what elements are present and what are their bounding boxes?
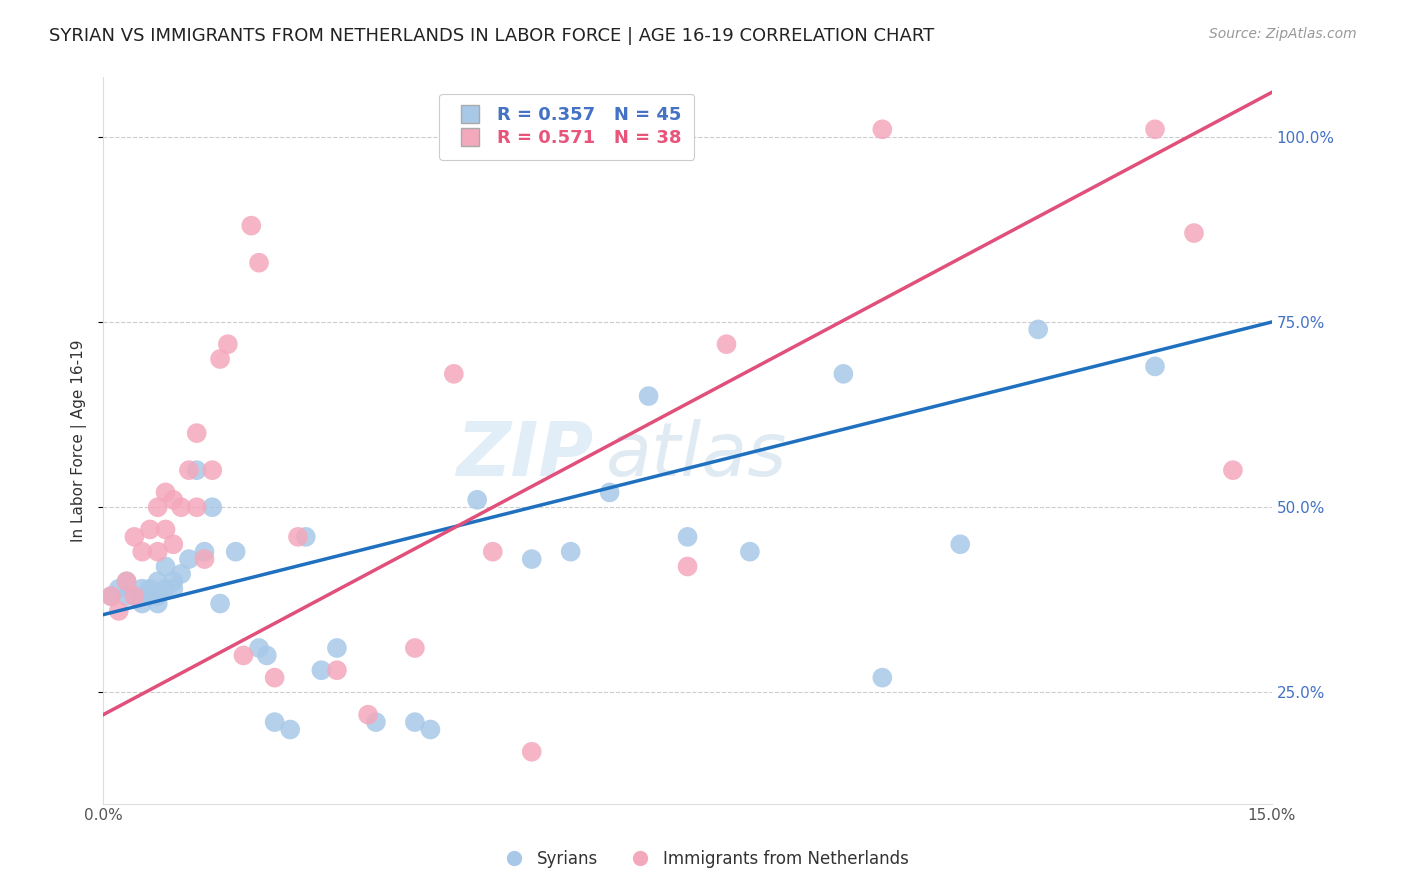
Point (186, 463, 208, 477)
Legend: R = 0.357   N = 45, R = 0.571   N = 38: R = 0.357 N = 45, R = 0.571 N = 38 (440, 94, 695, 160)
Point (949, 537, 972, 551)
Point (1182, 226, 1205, 240)
Point (124, 589, 146, 603)
Point (201, 500, 224, 515)
Point (294, 530, 316, 544)
Point (162, 537, 184, 551)
Point (256, 648, 278, 663)
Point (560, 544, 582, 558)
Text: ZIP: ZIP (457, 418, 595, 491)
Point (364, 715, 387, 730)
Point (177, 552, 200, 566)
Point (217, 337, 239, 351)
Point (162, 492, 184, 507)
Point (738, 544, 761, 558)
Point (186, 426, 208, 441)
Point (146, 597, 169, 611)
Point (155, 559, 177, 574)
Text: SYRIAN VS IMMIGRANTS FROM NETHERLANDS IN LABOR FORCE | AGE 16-19 CORRELATION CHA: SYRIAN VS IMMIGRANTS FROM NETHERLANDS IN… (49, 27, 935, 45)
Point (177, 463, 200, 477)
Point (193, 544, 215, 558)
Point (131, 544, 153, 558)
Point (599, 485, 621, 500)
Point (162, 582, 184, 596)
Point (240, 219, 263, 233)
Point (124, 530, 146, 544)
Point (404, 715, 426, 730)
Point (139, 582, 162, 596)
Point (107, 604, 129, 618)
Y-axis label: In Labor Force | Age 16-19: In Labor Force | Age 16-19 (72, 339, 87, 541)
Point (146, 589, 169, 603)
Point (872, 122, 894, 136)
Point (326, 663, 349, 677)
Point (520, 552, 543, 566)
Point (139, 589, 162, 603)
Point (131, 582, 153, 596)
Point (1222, 463, 1244, 477)
Point (115, 589, 138, 603)
Point (872, 671, 894, 685)
Point (832, 367, 855, 381)
Point (146, 574, 169, 589)
Point (100, 589, 122, 603)
Point (193, 552, 215, 566)
Point (115, 574, 138, 589)
Point (247, 640, 270, 655)
Point (232, 648, 254, 663)
Point (209, 597, 232, 611)
Point (1026, 322, 1049, 336)
Point (155, 582, 177, 596)
Point (170, 500, 193, 515)
Point (186, 500, 208, 515)
Point (443, 367, 465, 381)
Point (146, 500, 169, 515)
Point (1144, 122, 1167, 136)
Point (278, 723, 301, 737)
Point (481, 544, 503, 558)
Point (155, 485, 177, 500)
Point (1144, 359, 1167, 374)
Text: atlas: atlas (606, 419, 787, 491)
Point (247, 255, 270, 269)
Point (263, 715, 285, 730)
Point (162, 574, 184, 589)
Text: Source: ZipAtlas.com: Source: ZipAtlas.com (1209, 27, 1357, 41)
Point (287, 530, 309, 544)
Point (124, 589, 146, 603)
Point (419, 723, 441, 737)
Point (520, 745, 543, 759)
Point (263, 671, 285, 685)
Point (357, 707, 380, 722)
Point (676, 530, 699, 544)
Point (465, 492, 488, 507)
Point (716, 337, 738, 351)
Point (311, 663, 333, 677)
Point (146, 544, 169, 558)
Point (131, 597, 153, 611)
Point (404, 640, 426, 655)
Point (139, 523, 162, 537)
Point (676, 559, 699, 574)
Point (155, 523, 177, 537)
Legend: Syrians, Immigrants from Netherlands: Syrians, Immigrants from Netherlands (491, 844, 915, 875)
Point (637, 389, 659, 403)
Point (201, 463, 224, 477)
Point (209, 351, 232, 366)
Point (107, 582, 129, 596)
Point (115, 574, 138, 589)
Point (225, 544, 247, 558)
Point (326, 640, 349, 655)
Point (100, 589, 122, 603)
Point (170, 566, 193, 581)
